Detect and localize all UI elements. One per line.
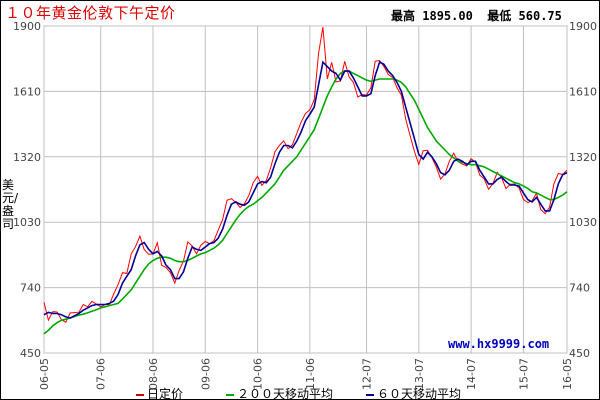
high-value: 1895.00 [422, 9, 473, 23]
legend-item-ma200: ２００天移动平均 [226, 385, 334, 400]
y-tick-label-right: 450 [569, 347, 590, 360]
y-tick-label-right: 1900 [569, 20, 597, 33]
y-tick-label-right: 1320 [569, 151, 597, 164]
x-tick-label: 15-07 [517, 358, 530, 390]
low-value: 560.75 [518, 9, 562, 23]
y-tick-label-left: 1320 [13, 151, 41, 164]
plot-border [43, 25, 568, 354]
low-label: 最低 [487, 9, 512, 23]
legend-label-ma60: ６０天移动平均 [377, 387, 462, 400]
watermark: www.hx9999.com [448, 337, 550, 351]
high-low-summary: 最高 1895.00 最低 560.75 [391, 7, 562, 24]
y-tick-label-right: 1030 [569, 216, 597, 229]
legend-swatch-ma200 [226, 393, 234, 396]
chart-title: １０年黄金伦敦下午定价 [5, 4, 176, 22]
y-tick-label-left: 450 [20, 347, 41, 360]
y-tick-label-right: 740 [569, 282, 590, 295]
legend-item-ma60: ６０天移动平均 [366, 385, 462, 400]
high-label: 最高 [391, 9, 416, 23]
y-tick-label-left: 1030 [13, 216, 41, 229]
x-tick-label: 16-05 [561, 358, 574, 390]
x-tick-label: 07-06 [95, 358, 108, 390]
x-tick-label: 06-05 [38, 358, 51, 390]
legend-swatch-ma60 [366, 393, 374, 396]
y-tick-label-left: 740 [20, 282, 41, 295]
legend-swatch-daily [136, 393, 144, 396]
y-tick-label-left: 1900 [13, 20, 41, 33]
legend-item-daily: 日定价 [136, 385, 184, 400]
x-tick-label: 10-06 [252, 358, 265, 390]
legend-label-daily: 日定价 [147, 387, 184, 400]
y-tick-label-left: 1610 [13, 85, 41, 98]
series-line-daily [43, 27, 568, 324]
x-tick-label: 09-06 [199, 358, 212, 390]
x-tick-label: 14-07 [465, 358, 478, 390]
series-line-ma200 [43, 70, 568, 335]
y-axis-label: 美元/盎司 [2, 178, 19, 231]
y-tick-label-right: 1610 [569, 85, 597, 98]
x-tick-label: 12-07 [361, 358, 374, 390]
legend-label-ma200: ２００天移动平均 [237, 387, 334, 400]
x-tick-label: 13-07 [413, 358, 426, 390]
x-tick-label: 11-06 [304, 358, 317, 390]
x-tick-label: 08-06 [147, 358, 160, 390]
series-line-ma60 [43, 60, 568, 319]
